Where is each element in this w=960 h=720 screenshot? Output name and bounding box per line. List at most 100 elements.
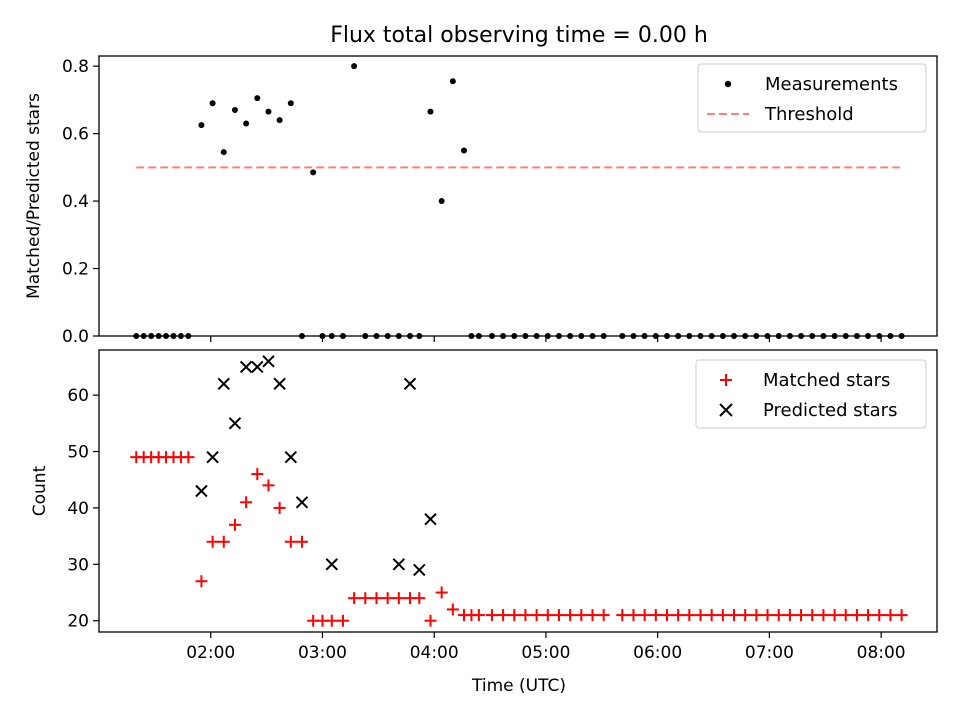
top-panel: 0.00.20.40.60.8 Matched/Predicted stars … (24, 55, 938, 347)
measurement-point (362, 333, 369, 339)
measurement-point (231, 106, 238, 113)
measurement-point (265, 108, 272, 115)
measurement-point (663, 333, 670, 339)
bottom-x-ticks: 02:00 03:00 04:00 05:00 06:00 07:00 08:00 (186, 632, 906, 663)
matched-star-point (649, 609, 662, 622)
measurement-point (511, 333, 518, 339)
bottom-y-tick-label: 50 (67, 443, 89, 463)
top-legend-box (697, 63, 927, 133)
matched-star-point (240, 496, 253, 509)
predicted-star-point (239, 360, 253, 374)
matched-star-point (552, 609, 565, 622)
measurement-point (522, 333, 529, 339)
measurement-point (842, 333, 849, 339)
bottom-y-axis-label: Count (30, 465, 50, 516)
measurement-point (254, 95, 261, 102)
matched-star-point (716, 609, 729, 622)
measurement-point (686, 333, 693, 339)
bottom-x-tick-label: 07:00 (745, 643, 794, 663)
matched-star-point (413, 592, 426, 605)
matched-star-point (348, 592, 361, 605)
legend-predicted-label: Predicted stars (763, 400, 897, 421)
measurement-point (177, 333, 184, 339)
measurement-point (533, 333, 540, 339)
matched-star-point (370, 592, 383, 605)
measurement-point (708, 333, 715, 339)
predicted-star-point (295, 496, 309, 509)
matched-star-point (627, 609, 640, 622)
matched-star-point (828, 609, 841, 622)
measurement-point (697, 333, 704, 339)
bottom-y-tick-label: 30 (67, 555, 89, 575)
measurement-point (133, 333, 140, 339)
measurement-point (500, 333, 507, 339)
top-y-axis-label: Matched/Predicted stars (24, 93, 44, 299)
measurement-point (619, 333, 626, 339)
predicted-star-point (273, 377, 286, 391)
predicted-star-point (392, 558, 406, 571)
measurement-point (140, 333, 147, 339)
measurement-point (395, 333, 402, 339)
matched-star-point (424, 614, 437, 627)
measurement-point (798, 333, 805, 339)
matched-star-point (472, 609, 485, 622)
matched-star-point (795, 609, 808, 622)
measurement-point (630, 333, 637, 339)
predicted-star-point (413, 563, 426, 577)
measurement-point (416, 333, 423, 339)
top-y-ticks: 0.0 0.2 0.4 0.6 0.8 (62, 57, 99, 347)
measurement-point (876, 333, 883, 339)
figure-title: Flux total observing time = 0.00 h (330, 23, 708, 48)
bottom-x-tick-label: 04:00 (410, 643, 459, 663)
predicted-star-point (424, 512, 437, 526)
matched-star-point (284, 535, 297, 548)
measurement-point (170, 333, 177, 339)
legend-matched-label: Matched stars (763, 370, 890, 391)
matched-star-point (530, 609, 543, 622)
bottom-legend: Matched stars Predicted stars (695, 359, 927, 429)
matched-star-point (182, 451, 195, 464)
measurement-point (209, 100, 216, 107)
legend-matched-marker (720, 374, 732, 386)
measurement-point (319, 333, 326, 339)
measurement-point (449, 78, 456, 85)
bottom-y-tick-label: 20 (67, 612, 89, 632)
matched-star-point (446, 603, 459, 616)
bottom-y-tick-label: 40 (67, 499, 89, 519)
matched-star-point (597, 609, 610, 622)
measurement-point (351, 63, 358, 70)
measurement-point (328, 333, 335, 339)
bottom-y-ticks: 20 30 40 50 60 (67, 386, 99, 632)
measurement-point (809, 333, 816, 339)
matched-star-point (672, 609, 685, 622)
measurement-point (641, 333, 648, 339)
bottom-panel: 20 30 40 50 60 02:00 03:00 04:00 05:00 06:00 07:0… (30, 349, 938, 696)
measurement-point (731, 333, 738, 339)
matched-star-point (519, 609, 532, 622)
predicted-star-point (217, 377, 230, 391)
measurement-point (198, 122, 205, 129)
measurement-point (898, 333, 905, 339)
matched-star-point (705, 609, 718, 622)
matched-star-point (295, 535, 308, 548)
predicted-star-point (284, 450, 298, 464)
measurement-point (853, 333, 860, 339)
matched-star-point (783, 609, 796, 622)
matched-star-point (251, 468, 264, 481)
top-y-tick-label: 0.2 (62, 260, 89, 280)
top-y-tick-label: 0.0 (62, 327, 89, 347)
measurement-point (589, 333, 596, 339)
measurement-point (427, 108, 434, 115)
measurement-point (185, 333, 192, 339)
bottom-y-tick-label: 60 (67, 386, 89, 406)
measurement-point (488, 333, 495, 339)
measurement-point (742, 333, 749, 339)
bottom-legend-box (695, 359, 927, 429)
measurement-point (887, 333, 894, 339)
measurement-point (820, 333, 827, 339)
measurement-point (339, 333, 346, 339)
measurement-point (719, 333, 726, 339)
matched-star-point (884, 609, 897, 622)
legend-measurements-label: Measurements (765, 74, 898, 95)
